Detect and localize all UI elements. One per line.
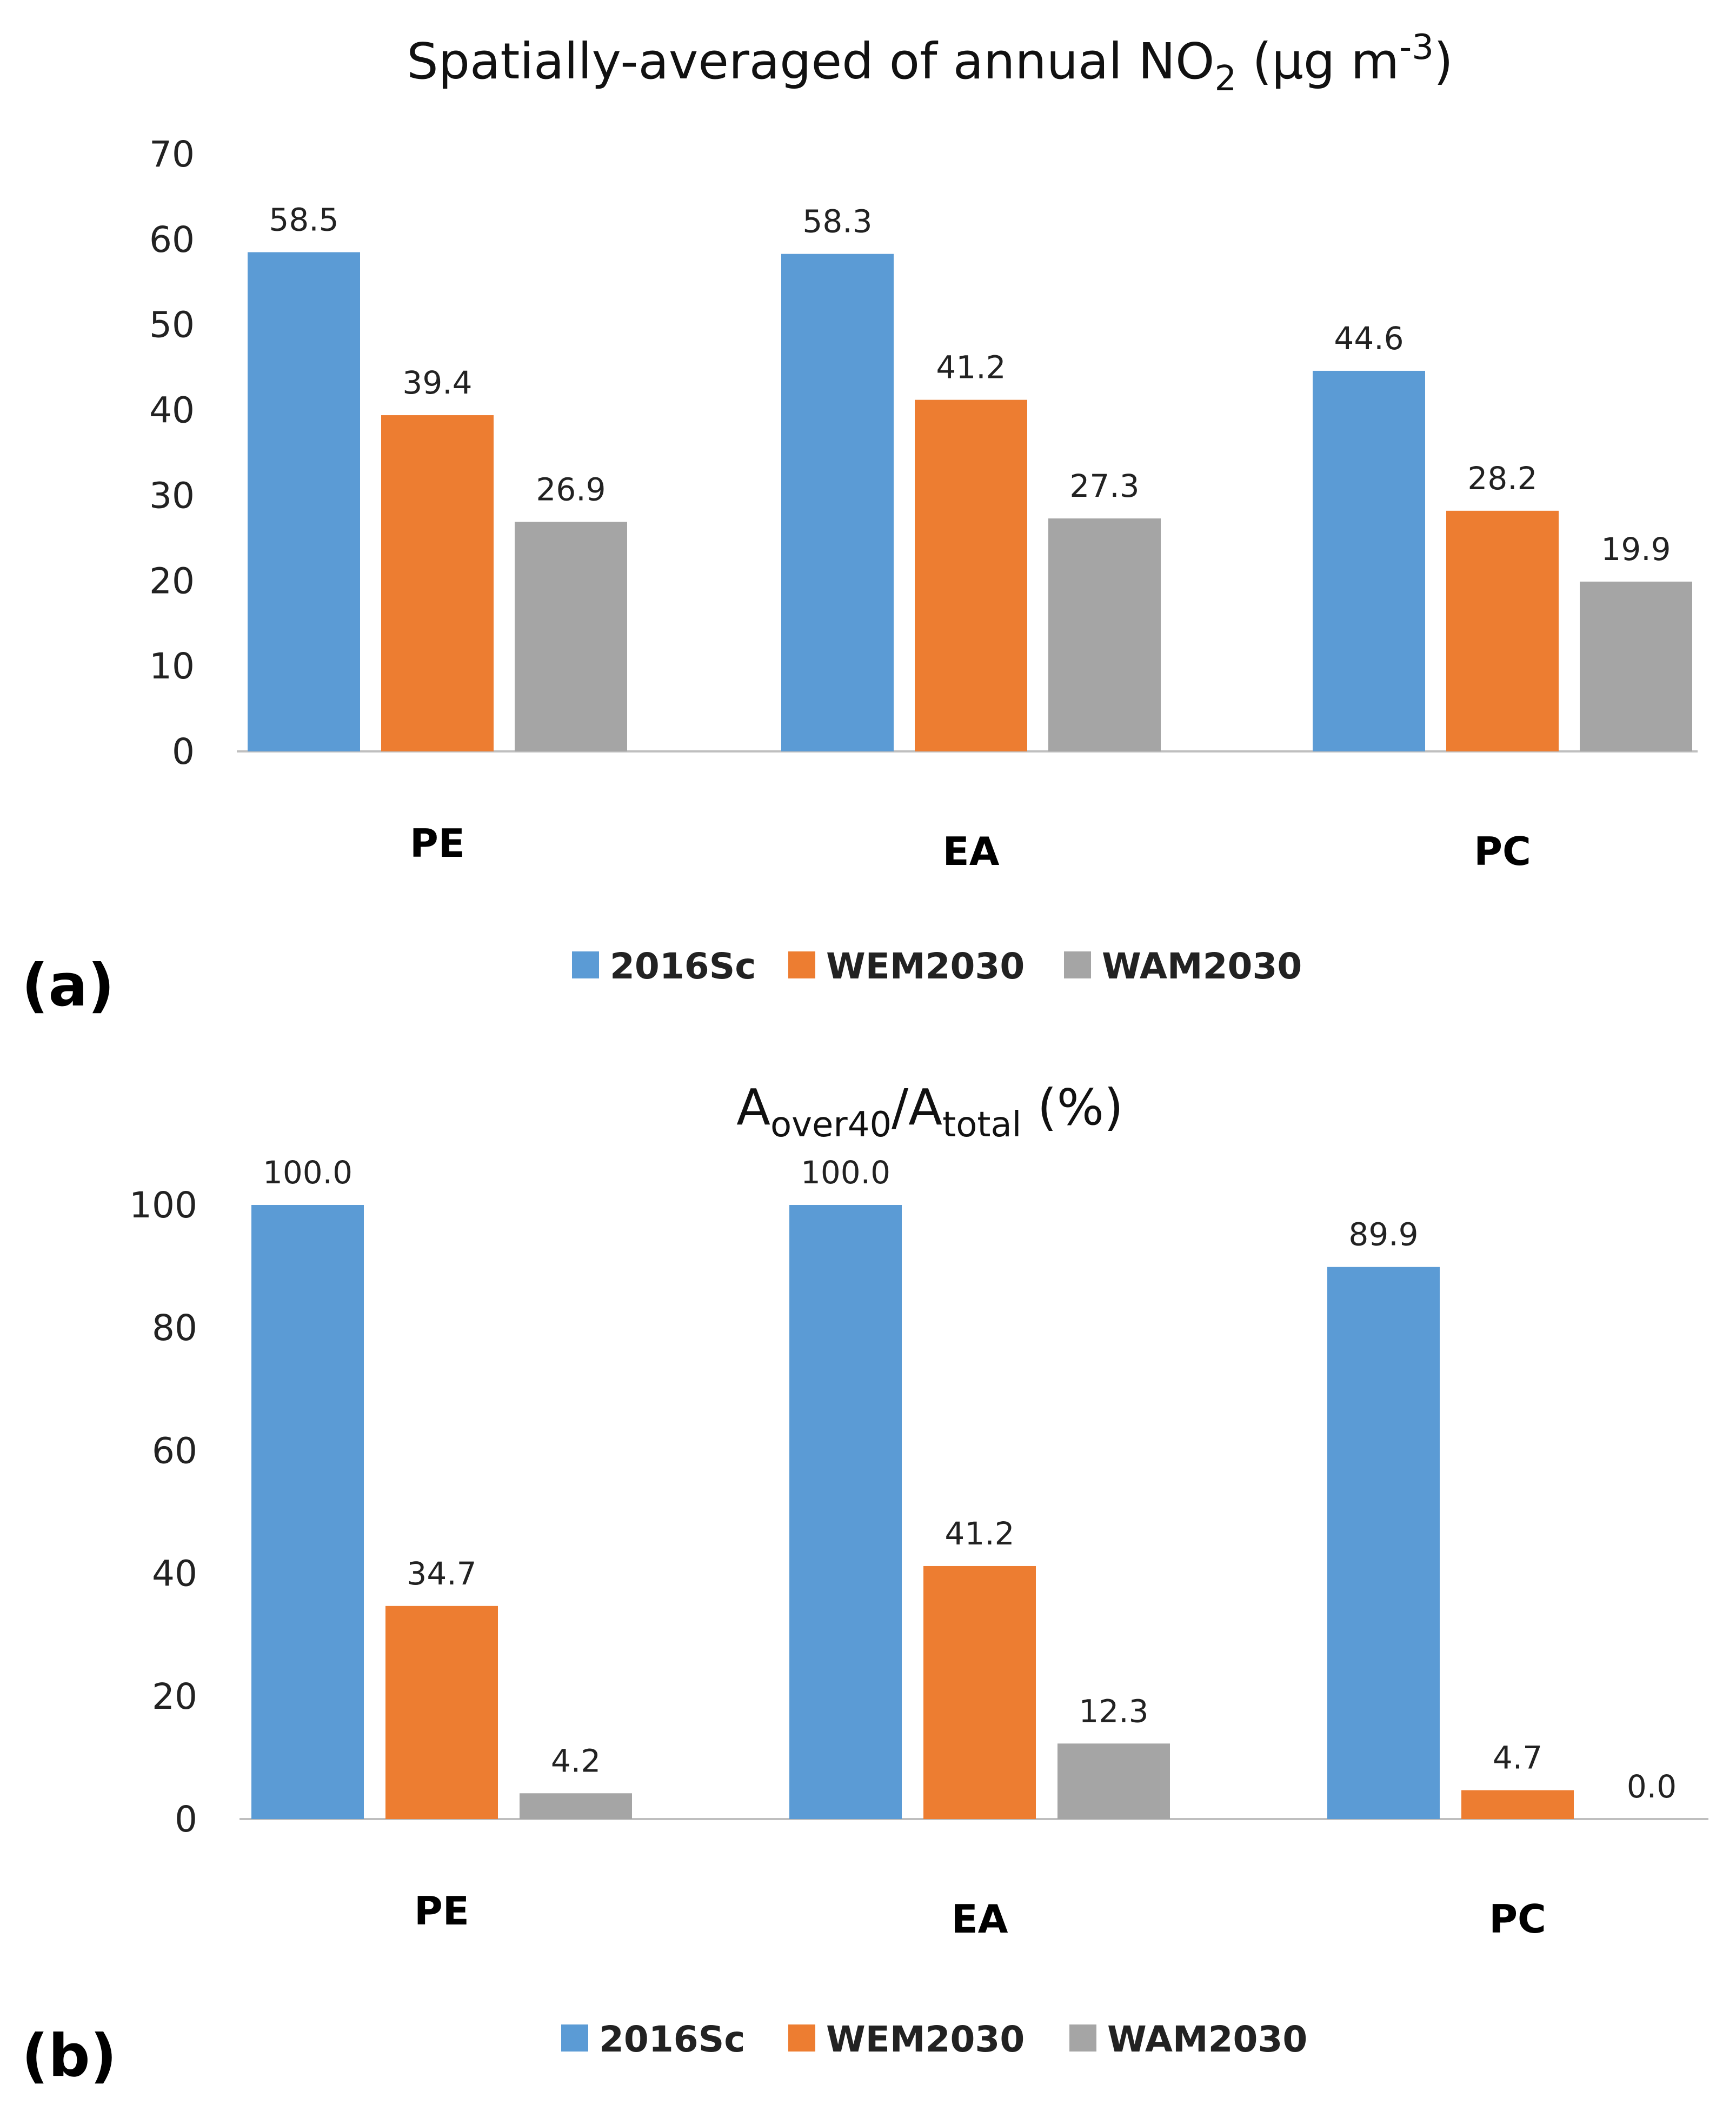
bar-value-label: 100.0	[263, 1154, 352, 1191]
bar-value-label: 27.3	[1069, 468, 1139, 504]
x-category-label: EA	[943, 829, 1000, 874]
bar-2016sc-pe	[251, 1205, 364, 1819]
y-tick-label: 30	[149, 475, 195, 516]
x-category-label: PC	[1474, 829, 1531, 874]
chart-b-y-axis: 0 20 40 60 80 100	[129, 1184, 197, 1840]
chart-a-title: Spatially-averaged of annual NO2 (µg m-3…	[407, 28, 1453, 99]
legend-entry: 2016Sc	[610, 945, 756, 987]
y-tick-label: 60	[149, 219, 195, 261]
bar-value-label: 26.9	[536, 471, 606, 508]
y-tick-label: 70	[149, 134, 195, 175]
legend-swatch	[788, 2024, 815, 2052]
legend-swatch	[572, 951, 599, 978]
bar-wem2030-pe	[381, 415, 494, 751]
chart-a-bars	[248, 252, 1692, 751]
chart-b-panel-label: (b)	[22, 2022, 117, 2090]
x-category-label: EA	[952, 1896, 1008, 1942]
chart-a-legend: 2016Sc WEM2030 WAM2030	[572, 945, 1302, 987]
bar-value-label: 44.6	[1334, 320, 1404, 357]
bar-wem2030-pc	[1446, 510, 1559, 751]
legend-swatch	[788, 951, 815, 978]
legend-swatch	[1064, 951, 1091, 978]
bar-wem2030-pe	[385, 1606, 498, 1819]
legend-swatch	[561, 2024, 588, 2052]
bar-value-label: 100.0	[801, 1154, 890, 1191]
legend-swatch	[1069, 2024, 1096, 2052]
bar-wem2030-ea	[915, 399, 1027, 751]
y-tick-label: 20	[149, 560, 195, 602]
bar-wam2030-ea	[1057, 1743, 1170, 1819]
y-tick-label: 80	[152, 1307, 197, 1349]
bar-value-label: 39.4	[402, 364, 472, 401]
bar-wem2030-ea	[923, 1566, 1036, 1819]
x-category-label: PC	[1489, 1896, 1546, 1942]
bar-wam2030-ea	[1048, 518, 1161, 751]
y-tick-label: 60	[152, 1430, 197, 1471]
chart-b-x-axis: PE EA PC	[414, 1888, 1546, 1942]
bar-value-label: 58.3	[802, 203, 872, 240]
y-tick-label: 40	[152, 1553, 197, 1595]
chart-a-x-axis: PE EA PC	[410, 821, 1531, 874]
bar-value-label: 89.9	[1348, 1216, 1418, 1253]
y-tick-label: 0	[172, 731, 195, 772]
legend-entry: WEM2030	[826, 2019, 1025, 2060]
bar-wem2030-pc	[1461, 1790, 1574, 1819]
bar-value-label: 34.7	[407, 1555, 476, 1592]
y-tick-label: 40	[149, 390, 195, 431]
chart-b-legend: 2016Sc WEM2030 WAM2030	[561, 2019, 1307, 2060]
legend-entry: WAM2030	[1107, 2019, 1307, 2060]
bar-2016sc-pc	[1327, 1267, 1440, 1819]
bar-value-label: 12.3	[1079, 1693, 1148, 1729]
bar-value-label: 28.2	[1467, 460, 1537, 497]
legend-entry: WAM2030	[1102, 945, 1302, 987]
bar-2016sc-pe	[248, 252, 360, 751]
bar-value-label: 19.9	[1601, 531, 1671, 568]
legend-entry: WEM2030	[826, 945, 1025, 987]
bar-wam2030-pe	[520, 1793, 632, 1819]
y-tick-label: 20	[152, 1676, 197, 1717]
chart-a-value-labels: 58.5 58.3 44.6 39.4 41.2 28.2 26.9 27.3 19.9	[269, 202, 1671, 568]
y-tick-label: 100	[129, 1184, 197, 1226]
x-category-label: PE	[414, 1888, 469, 1934]
bar-value-label: 0.0	[1627, 1768, 1677, 1805]
legend-entry: 2016Sc	[599, 2019, 745, 2060]
bar-2016sc-ea	[781, 254, 894, 751]
x-category-label: PE	[410, 821, 465, 866]
y-tick-label: 10	[149, 645, 195, 687]
bar-value-label: 4.7	[1493, 1740, 1542, 1776]
chart-a-panel-label: (a)	[22, 952, 115, 1020]
bar-value-label: 4.2	[551, 1742, 601, 1779]
bar-2016sc-ea	[789, 1205, 902, 1819]
bar-wam2030-pc	[1580, 581, 1692, 751]
chart-b-value-labels: 100.0 100.0 89.9 34.7 41.2 4.7 4.2 12.3 0.0	[263, 1154, 1677, 1805]
bar-value-label: 41.2	[945, 1515, 1014, 1552]
bar-wam2030-pe	[515, 522, 627, 751]
chart-a-y-axis: 0 10 20 30 40 50 60 70	[149, 134, 195, 772]
bar-value-label: 41.2	[936, 349, 1006, 386]
chart-b-title: Aover40/Atotal (%)	[736, 1078, 1123, 1145]
y-tick-label: 50	[149, 304, 195, 346]
chart-b-bars	[251, 1205, 1574, 1819]
chart-a: Spatially-averaged of annual NO2 (µg m-3…	[22, 28, 1698, 1020]
y-tick-label: 0	[175, 1799, 197, 1840]
bar-2016sc-pc	[1313, 370, 1425, 751]
bar-value-label: 58.5	[269, 202, 338, 238]
